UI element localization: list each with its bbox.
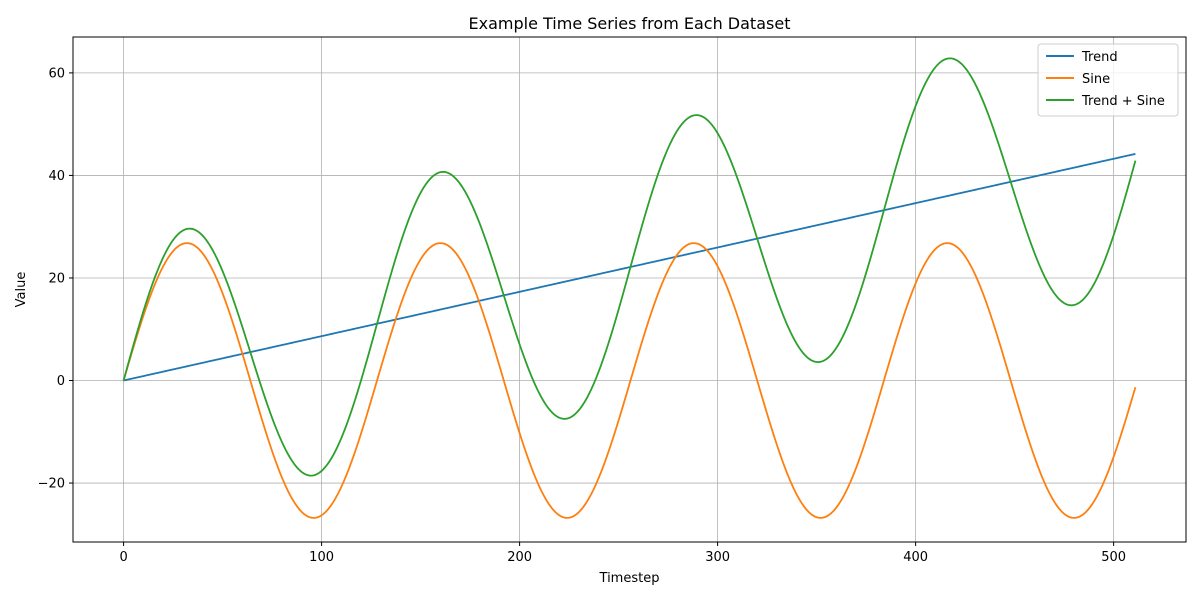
chart-title: Example Time Series from Each Dataset (469, 14, 791, 33)
x-tick-label: 200 (507, 550, 532, 565)
x-tick-label: 400 (903, 550, 928, 565)
legend-label: Trend + Sine (1081, 94, 1165, 109)
x-axis-label: Timestep (599, 571, 660, 586)
plot-area-frame (72, 36, 1187, 543)
legend-label: Trend (1081, 50, 1118, 65)
x-tick-label: 500 (1101, 550, 1126, 565)
series-lines (122, 57, 1137, 519)
y-tick-label: 0 (57, 374, 65, 389)
legend: Trend Sine Trend + Sine (1037, 43, 1179, 117)
y-tick-label: 60 (48, 66, 65, 81)
y-tick-label: −20 (38, 477, 65, 492)
x-tick-label: 300 (705, 550, 730, 565)
legend-label: Sine (1082, 72, 1110, 87)
x-tick-label: 100 (309, 550, 334, 565)
axis-ticks: 0 100 200 300 400 500 −20 0 20 40 60 (38, 66, 1126, 565)
y-axis-label: Value (14, 272, 29, 308)
y-tick-label: 20 (48, 271, 65, 286)
x-tick-label: 0 (119, 550, 127, 565)
legend-box (1037, 43, 1179, 117)
series-line-trend-sine (122, 57, 1137, 477)
y-tick-label: 40 (48, 169, 65, 184)
series-line-sine (122, 242, 1137, 519)
grid (73, 37, 1186, 542)
